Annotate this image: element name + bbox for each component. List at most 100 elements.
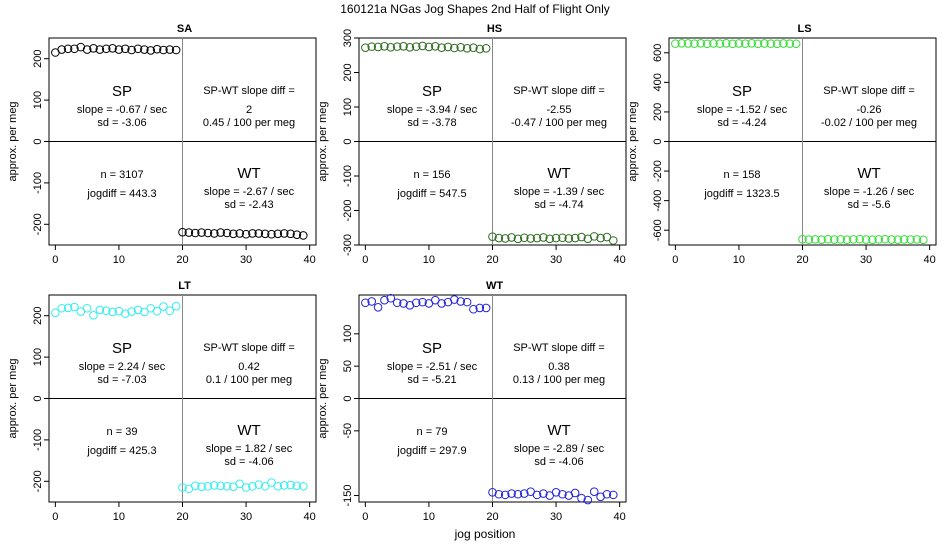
wt-point (292, 481, 302, 491)
wt-sd-text: sd = -4.74 (534, 199, 583, 211)
y-tick-label: -200 (32, 470, 44, 492)
wt-point (519, 489, 529, 498)
sp-point (766, 39, 776, 48)
slope-diff-per-meg: 0.1 / 100 per meg (206, 374, 292, 386)
y-tick-label: -100 (342, 165, 354, 187)
wt-slope-text: slope = -2.67 / sec (204, 186, 295, 198)
sp-sd-text: sd = -4.24 (717, 117, 766, 129)
y-axis-label: approx. per meg (317, 358, 329, 438)
sp-point (437, 43, 446, 52)
panel-wt: WT 0 10 20 30 40 -150 -50 0 50 100 approx. per meg S… (317, 280, 627, 523)
x-tick-label: 10 (113, 254, 125, 266)
sp-point (101, 44, 111, 54)
wt-point (539, 233, 548, 242)
sp-point (63, 303, 73, 313)
sp-sd-text: sd = -5.21 (407, 374, 456, 386)
sp-sd-text: sd = -3.06 (97, 117, 146, 129)
wt-point (836, 235, 845, 244)
sp-point (443, 42, 453, 52)
x-tick-label: 30 (240, 511, 252, 523)
sp-point (57, 45, 67, 54)
wt-point (216, 228, 225, 237)
sp-point (89, 310, 98, 320)
sp-point (791, 39, 801, 49)
slope-diff-value: -2.55 (546, 104, 571, 116)
sp-slope-text: slope = -3.94 / sec (387, 104, 478, 116)
sp-point (152, 306, 162, 316)
wt-point (203, 228, 213, 238)
sp-point (430, 41, 440, 51)
sp-point (120, 309, 130, 318)
y-tick-label: 300 (342, 29, 354, 47)
sp-sd-text: sd = -3.78 (407, 117, 456, 129)
wt-point (279, 229, 289, 238)
x-tick-label: 30 (550, 254, 562, 266)
x-tick-label: 10 (733, 254, 745, 266)
wt-point (197, 482, 206, 491)
sp-point (367, 42, 377, 51)
sp-point (418, 297, 427, 307)
y-tick-label: 100 (342, 98, 354, 116)
sp-slope-text: slope = 2.24 / sec (79, 361, 166, 373)
sp-point (361, 43, 370, 52)
sp-point (481, 303, 491, 313)
slope-diff-title: SP-WT slope diff = (513, 342, 605, 354)
y-tick-label: 0 (32, 395, 44, 401)
wt-point (254, 229, 264, 238)
wt-point (279, 481, 289, 490)
sp-point (690, 39, 699, 48)
wt-point (583, 495, 593, 505)
sp-point (405, 43, 415, 52)
panel-title: LS (797, 23, 811, 35)
x-tick-label: 0 (672, 254, 678, 266)
wt-point (184, 228, 194, 237)
wt-point (298, 231, 308, 240)
sp-point (418, 41, 427, 51)
wt-point (222, 481, 232, 491)
sp-point (367, 297, 377, 306)
sp-point (399, 299, 408, 308)
n-count-text: n = 3107 (100, 169, 143, 181)
wt-point (209, 229, 219, 238)
sp-point (462, 44, 472, 53)
wt-point (545, 234, 555, 244)
x-tick-label: 30 (240, 254, 252, 266)
x-tick-label: 20 (486, 511, 498, 523)
sp-point (728, 39, 737, 49)
slope-diff-value: 0.42 (238, 361, 259, 373)
wt-point (570, 233, 580, 243)
y-tick-label: -50 (342, 423, 354, 439)
jogdiff-text: jogdiff = 425.3 (86, 445, 156, 457)
wt-point (842, 235, 852, 244)
y-tick-label: -400 (652, 190, 664, 212)
y-tick-label: 200 (342, 63, 354, 81)
y-tick-label: -200 (652, 160, 664, 182)
sp-point (133, 305, 143, 315)
wt-sd-text: sd = -5.6 (847, 199, 890, 211)
wt-label: WT (547, 165, 570, 182)
sp-point (469, 304, 478, 314)
y-tick-label: 400 (652, 73, 664, 91)
sp-point (424, 42, 434, 52)
x-tick-label: 0 (362, 254, 368, 266)
sp-point (747, 39, 756, 48)
x-tick-label: 40 (924, 254, 936, 266)
slope-diff-per-meg: -0.47 / 100 per meg (511, 117, 607, 129)
sp-point (386, 43, 396, 52)
sp-point (146, 46, 156, 55)
sp-point (95, 45, 105, 54)
x-tick-label: 10 (423, 511, 435, 523)
wt-point (551, 487, 561, 497)
sp-point (127, 45, 136, 55)
x-tick-label: 20 (796, 254, 808, 266)
wt-point (608, 236, 618, 245)
sp-point (469, 43, 478, 52)
wt-point (222, 228, 232, 238)
wt-sd-text: sd = -4.06 (224, 456, 273, 468)
x-tick-label: 10 (423, 254, 435, 266)
panel-title: WT (486, 280, 503, 292)
sp-label: SP (112, 340, 132, 357)
sp-point (361, 298, 370, 308)
